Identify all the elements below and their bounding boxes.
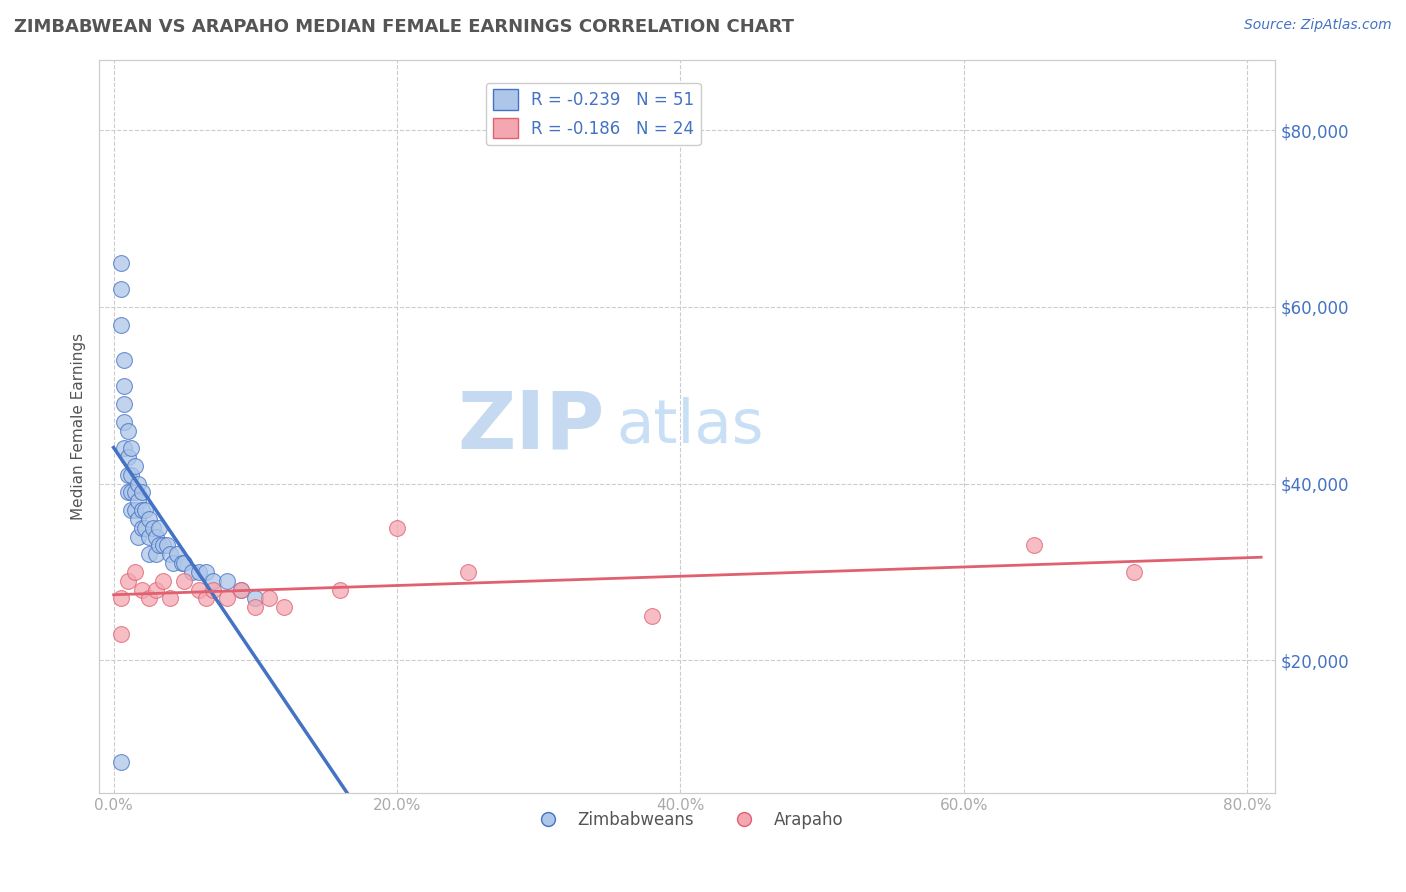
Point [170,556,193,570]
Point [180,565,202,579]
Point [120,503,142,517]
Point [112,441,135,455]
Point [112,415,135,429]
Point [134,521,156,535]
Point [112,379,135,393]
Text: ZIP: ZIP [458,387,605,465]
Point [127,476,149,491]
Point [259,591,281,606]
Point [194,591,217,606]
Point [1024,538,1046,552]
Text: Source: ZipAtlas.com: Source: ZipAtlas.com [1244,18,1392,32]
Point [194,565,217,579]
Point [329,582,352,597]
Point [127,512,149,526]
Text: ZIMBABWEAN VS ARAPAHO MEDIAN FEMALE EARNINGS CORRELATION CHART: ZIMBABWEAN VS ARAPAHO MEDIAN FEMALE EARN… [14,18,794,36]
Point [134,503,156,517]
Point [1122,565,1144,579]
Point [385,521,408,535]
Point [159,547,181,561]
Point [145,547,167,561]
Point [215,591,238,606]
Point [641,609,664,624]
Point [457,565,479,579]
Point [112,397,135,411]
Point [110,591,132,606]
Point [131,503,153,517]
Point [127,529,149,543]
Point [110,626,132,640]
Point [156,538,179,552]
Point [124,503,146,517]
Point [110,256,132,270]
Point [229,582,252,597]
Point [112,352,135,367]
Point [152,538,174,552]
Point [120,485,142,500]
Point [117,467,139,482]
Point [201,582,224,597]
Point [245,600,267,615]
Point [138,512,160,526]
Point [117,450,139,464]
Point [138,529,160,543]
Point [201,574,224,588]
Point [159,591,181,606]
Point [124,458,146,473]
Point [215,574,238,588]
Point [145,529,167,543]
Point [131,485,153,500]
Point [148,538,170,552]
Point [152,574,174,588]
Point [117,574,139,588]
Point [124,565,146,579]
Point [148,521,170,535]
Point [187,582,209,597]
Point [166,547,188,561]
Point [120,467,142,482]
Legend: Zimbabweans, Arapaho: Zimbabweans, Arapaho [524,805,851,836]
Point [173,574,195,588]
Point [273,600,295,615]
Point [142,521,165,535]
Point [127,494,149,508]
Point [162,556,184,570]
Point [138,591,160,606]
Point [117,485,139,500]
Y-axis label: Median Female Earnings: Median Female Earnings [72,333,86,520]
Point [124,485,146,500]
Point [120,441,142,455]
Point [117,424,139,438]
Point [145,582,167,597]
Point [173,556,195,570]
Point [131,582,153,597]
Text: atlas: atlas [617,397,765,456]
Point [229,582,252,597]
Point [245,591,267,606]
Point [110,755,132,769]
Point [138,547,160,561]
Point [110,318,132,332]
Point [187,565,209,579]
Point [131,521,153,535]
Point [110,282,132,296]
